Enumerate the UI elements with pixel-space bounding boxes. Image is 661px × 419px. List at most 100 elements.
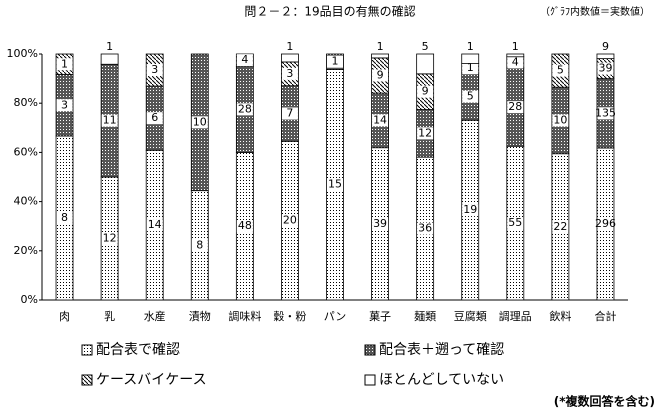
data-label: 6 (151, 111, 158, 124)
y-tick-label: 60% (14, 145, 38, 158)
data-label: 9 (377, 68, 384, 81)
data-label: 28 (508, 100, 522, 113)
label-bg (507, 217, 524, 230)
x-tick-label: 調理品 (499, 309, 532, 323)
x-tick-label: 飲料 (549, 309, 571, 323)
label-bg (236, 103, 253, 116)
label-bg (552, 114, 569, 127)
data-label: 1 (467, 61, 474, 74)
data-label: 14 (148, 218, 162, 231)
label-bg (597, 217, 614, 230)
data-label: 3 (286, 67, 293, 80)
data-label: 3 (151, 63, 158, 76)
label-bg (462, 90, 479, 103)
data-label: 5 (557, 64, 564, 77)
label-bg (417, 85, 434, 98)
data-label: 22 (553, 220, 567, 233)
bar-segment (281, 53, 299, 63)
label-bg (56, 58, 73, 71)
x-tick-label: 菓子 (369, 310, 391, 323)
label-bg (101, 114, 118, 127)
data-label: 8 (196, 238, 203, 251)
data-label: 48 (238, 219, 252, 232)
data-label: 12 (103, 232, 117, 245)
x-tick-label: 肉 (59, 310, 70, 323)
subtitle: （ｸﾞﾗﾌ内数値＝実数値） (540, 5, 650, 18)
bar-segment (461, 53, 480, 64)
y-tick-label: 0% (21, 293, 38, 306)
legend-label: ほとんどしていない (379, 372, 504, 388)
bar-segment (371, 53, 389, 59)
label-bg (281, 67, 298, 80)
data-label: 14 (373, 113, 387, 126)
label-bg (417, 222, 434, 235)
label-bg (597, 107, 614, 120)
label-bg (507, 101, 524, 114)
legend-swatch (81, 374, 93, 386)
data-label: 1 (377, 40, 384, 53)
data-label: 12 (418, 126, 432, 139)
label-bg (236, 220, 253, 233)
x-tick-label: 合計 (594, 309, 616, 323)
y-tick-label: 100% (7, 47, 38, 60)
label-bg (281, 107, 298, 120)
data-label: 10 (193, 115, 207, 128)
legend-swatch (364, 344, 376, 356)
data-label: 11 (103, 114, 117, 127)
label-bg (56, 99, 73, 112)
data-label: 5 (422, 40, 429, 53)
data-label: 19 (463, 203, 477, 216)
data-label: 36 (418, 222, 432, 235)
label-bg (552, 220, 569, 233)
data-label: 1 (467, 40, 474, 53)
data-label: 1 (286, 40, 293, 53)
data-label: 1 (61, 57, 68, 70)
label-bg (101, 232, 118, 245)
legend-swatch (81, 344, 93, 356)
data-label: 4 (241, 53, 248, 66)
data-label: 39 (598, 62, 612, 75)
label-bg (146, 112, 163, 125)
data-label: 9 (422, 85, 429, 98)
chart-title: 問２－２：19品目の有無の確認 (244, 4, 415, 19)
bar-segment (100, 53, 119, 65)
label-bg (372, 69, 389, 82)
x-tick-label: 調味料 (228, 309, 261, 323)
note: (*複数回答を含む) (554, 394, 655, 409)
x-tick-label: 水産 (144, 310, 166, 323)
legend-label: 配合表で確認 (96, 342, 180, 358)
x-tick-label: 豆腐類 (454, 309, 487, 323)
bar-segment (416, 53, 435, 75)
label-bg (146, 64, 163, 77)
label-bg (191, 239, 208, 252)
data-label: 4 (512, 55, 519, 68)
data-label: 5 (467, 90, 474, 103)
label-bg (281, 214, 298, 227)
x-tick-label: パン (324, 310, 347, 323)
data-label: 20 (283, 214, 297, 227)
y-tick-label: 80% (14, 96, 38, 109)
data-label: 8 (61, 211, 68, 224)
label-bg (372, 217, 389, 230)
data-label: 39 (373, 217, 387, 230)
data-label: 1 (106, 40, 113, 53)
label-bg (462, 204, 479, 217)
x-tick-label: 乳 (104, 310, 115, 323)
data-label: 9 (602, 40, 609, 53)
data-label: 135 (595, 106, 616, 119)
label-bg (327, 55, 343, 68)
label-bg (56, 212, 73, 224)
bar-segment (506, 53, 525, 58)
x-tick-label: 麺類 (414, 310, 436, 323)
label-bg (417, 127, 434, 140)
label-bg (327, 178, 343, 191)
label-bg (507, 56, 524, 69)
legend-label: ケースバイケース (96, 372, 207, 388)
data-label: 10 (553, 113, 567, 126)
label-bg (597, 62, 614, 75)
data-label: 3 (61, 98, 68, 111)
data-label: 15 (328, 178, 342, 191)
data-label: 1 (512, 40, 519, 53)
data-label: 28 (238, 102, 252, 115)
